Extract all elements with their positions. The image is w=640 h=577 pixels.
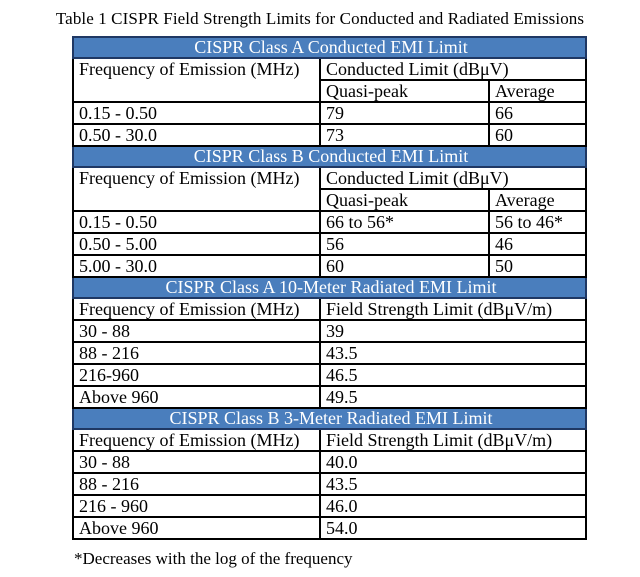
- column-header-frequency: Frequency of Emission (MHz): [72, 297, 321, 321]
- section-header-class-b-conducted: CISPR Class B Conducted EMI Limit: [71, 145, 588, 168]
- table-row: Above 960 54.0: [72, 516, 588, 540]
- cell-frequency-range: Above 960: [72, 385, 321, 409]
- cell-frequency-range: 30 - 88: [72, 450, 321, 474]
- cell-quasi-peak: 66 to 56*: [319, 210, 490, 234]
- table-row: 0.50 - 30.0 73 60: [72, 123, 588, 147]
- cell-quasi-peak: 60: [319, 254, 490, 278]
- column-header-frequency: Frequency of Emission (MHz): [72, 428, 321, 452]
- cell-average: 46: [487, 232, 588, 256]
- cell-frequency-range: 30 - 88: [72, 319, 321, 343]
- column-subheader-quasi-peak: Quasi-peak: [319, 188, 490, 212]
- cell-field-strength: 43.5: [318, 472, 588, 496]
- cell-frequency-range: 0.50 - 30.0: [72, 123, 321, 147]
- table-row: 5.00 - 30.0 60 50: [72, 254, 588, 278]
- table-row: Above 960 49.5: [72, 385, 588, 409]
- section-header-class-b-radiated: CISPR Class B 3-Meter Radiated EMI Limit: [71, 407, 588, 430]
- section-band-row: CISPR Class A Conducted EMI Limit: [71, 36, 588, 59]
- column-header-conducted-limit: Conducted Limit (dBμV): [318, 57, 588, 81]
- cell-average: 66: [487, 101, 588, 125]
- cell-frequency-range: 0.15 - 0.50: [72, 210, 321, 234]
- column-subheader-quasi-peak: Quasi-peak: [319, 79, 490, 103]
- section-band-row: CISPR Class B Conducted EMI Limit: [71, 145, 588, 168]
- cell-frequency-range: 0.50 - 5.00: [72, 232, 321, 256]
- cell-field-strength: 43.5: [318, 341, 588, 365]
- column-header-frequency: Frequency of Emission (MHz): [72, 166, 321, 212]
- cell-frequency-range: 5.00 - 30.0: [72, 254, 321, 278]
- cell-field-strength: 46.5: [318, 363, 588, 387]
- section-header-class-a-conducted: CISPR Class A Conducted EMI Limit: [71, 36, 588, 59]
- table-row: 216 - 960 46.0: [72, 494, 588, 518]
- column-subheader-average: Average: [487, 79, 588, 103]
- cell-field-strength: 39: [318, 319, 588, 343]
- cell-frequency-range: 88 - 216: [72, 472, 321, 496]
- column-header-frequency: Frequency of Emission (MHz): [72, 57, 321, 103]
- cell-quasi-peak: 79: [319, 101, 490, 125]
- cell-average: 60: [487, 123, 588, 147]
- cell-average: 56 to 46*: [487, 210, 588, 234]
- table-row: 0.50 - 5.00 56 46: [72, 232, 588, 256]
- table-row: 88 - 216 43.5: [72, 341, 588, 365]
- column-subheader-average: Average: [487, 188, 588, 212]
- table-row: 30 - 88 40.0: [72, 450, 588, 474]
- cell-frequency-range: 88 - 216: [72, 341, 321, 365]
- subheader-row: Quasi-peak Average: [73, 188, 588, 212]
- cispr-limits-table: CISPR Class A Conducted EMI Limit Freque…: [71, 36, 588, 540]
- table-caption: Table 1 CISPR Field Strength Limits for …: [55, 9, 585, 28]
- cell-field-strength: 54.0: [318, 516, 588, 540]
- section-band-row: CISPR Class B 3-Meter Radiated EMI Limit: [71, 407, 588, 430]
- header-row: Frequency of Emission (MHz) Conducted Li…: [72, 166, 588, 212]
- cell-average: 50: [487, 254, 588, 278]
- cell-field-strength: 46.0: [318, 494, 588, 518]
- cell-field-strength: 40.0: [318, 450, 588, 474]
- cell-frequency-range: 216 - 960: [72, 494, 321, 518]
- column-header-field-strength: Field Strength Limit (dBμV/m): [318, 428, 588, 452]
- header-row: Frequency of Emission (MHz) Field Streng…: [72, 297, 588, 321]
- table-row: 216-960 46.5: [72, 363, 588, 387]
- cell-frequency-range: 0.15 - 0.50: [72, 101, 321, 125]
- table-row: 0.15 - 0.50 79 66: [72, 101, 588, 125]
- section-header-class-a-radiated: CISPR Class A 10-Meter Radiated EMI Limi…: [71, 276, 588, 299]
- table-row: 0.15 - 0.50 66 to 56* 56 to 46*: [72, 210, 588, 234]
- cell-quasi-peak: 56: [319, 232, 490, 256]
- column-header-field-strength: Field Strength Limit (dBμV/m): [318, 297, 588, 321]
- table-row: 30 - 88 39: [72, 319, 588, 343]
- cell-frequency-range: Above 960: [72, 516, 321, 540]
- cell-field-strength: 49.5: [318, 385, 588, 409]
- cell-quasi-peak: 73: [319, 123, 490, 147]
- cell-frequency-range: 216-960: [72, 363, 321, 387]
- header-row: Frequency of Emission (MHz) Field Streng…: [72, 428, 588, 452]
- table-footnote: *Decreases with the log of the frequency: [74, 549, 353, 568]
- table-row: 88 - 216 43.5: [72, 472, 588, 496]
- section-band-row: CISPR Class A 10-Meter Radiated EMI Limi…: [71, 276, 588, 299]
- column-header-conducted-limit: Conducted Limit (dBμV): [318, 166, 588, 190]
- header-row: Frequency of Emission (MHz) Conducted Li…: [72, 57, 588, 103]
- subheader-row: Quasi-peak Average: [73, 79, 588, 103]
